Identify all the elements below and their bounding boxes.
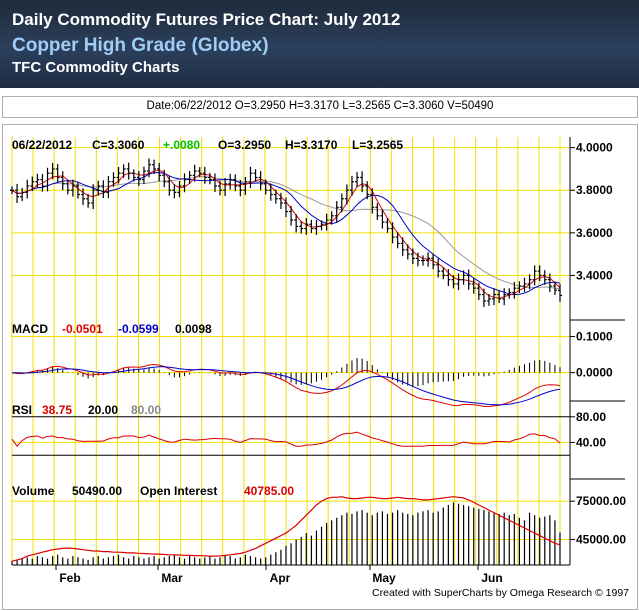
price-legend-change: +.0080 <box>163 138 200 152</box>
commodity-name: Copper High Grade (Globex) <box>12 35 269 56</box>
month-label: Mar <box>161 571 183 585</box>
footer-credit: Created with SuperCharts by Omega Resear… <box>372 587 629 599</box>
month-label: Apr <box>270 571 291 585</box>
volume-tick-label: 45000.00 <box>576 532 626 546</box>
rsi-legend-low: 20.00 <box>88 403 118 417</box>
header-title: Daily Commodity Futures Price Chart: Jul… <box>12 10 401 29</box>
price-tick-label: 3.4000 <box>576 268 613 282</box>
month-label: Jun <box>481 571 502 585</box>
macd-legend-title: MACD <box>12 322 48 336</box>
price-tick-label: 4.0000 <box>576 141 613 155</box>
macd-tick-label: 0.1000 <box>576 329 613 343</box>
ohlc-info-text: Date:06/22/2012 O=3.2950 H=3.3170 L=3.25… <box>146 100 494 112</box>
price-tick-label: 3.6000 <box>576 226 613 240</box>
price-legend-low: L=3.2565 <box>352 138 403 152</box>
volume-legend-value: 50490.00 <box>72 484 122 498</box>
price-legend-open: O=3.2950 <box>218 138 271 152</box>
rsi-tick-label: 80.00 <box>576 410 606 424</box>
month-label: May <box>372 571 396 585</box>
macd-line <box>11 363 561 408</box>
volume-tick-label: 75000.00 <box>576 494 626 508</box>
macd-signal-line <box>11 366 561 406</box>
price-legend-date: 06/22/2012 <box>12 138 72 152</box>
price-legend-close: C=3.3060 <box>92 138 145 152</box>
rsi-line <box>11 431 561 447</box>
price-legend-high: H=3.3170 <box>285 138 338 152</box>
publisher-name: TFC Commodity Charts <box>12 59 180 76</box>
chart-header: Daily Commodity Futures Price Chart: Jul… <box>0 0 639 88</box>
chart-frame <box>2 124 638 610</box>
oi-legend-title: Open Interest <box>140 484 217 498</box>
oi-legend-value: 40785.00 <box>244 484 294 498</box>
rsi-legend-title: RSI <box>12 403 32 417</box>
macd-legend-histogram: 0.0098 <box>175 322 212 336</box>
ohlc-info-bar: Date:06/22/2012 O=3.2950 H=3.3170 L=3.25… <box>2 96 638 118</box>
price-tick-label: 3.8000 <box>576 183 613 197</box>
volume-legend-title: Volume <box>12 484 55 498</box>
open-interest-line <box>11 496 561 562</box>
rsi-tick-label: 40.00 <box>576 435 606 449</box>
macd-legend-signal: -0.0599 <box>118 322 159 336</box>
macd-tick-label: 0.0000 <box>576 366 613 380</box>
rsi-legend-value: 38.75 <box>42 403 72 417</box>
rsi-legend-high: 80.00 <box>131 403 161 417</box>
month-label: Feb <box>59 571 80 585</box>
macd-legend-value: -0.0501 <box>62 322 103 336</box>
